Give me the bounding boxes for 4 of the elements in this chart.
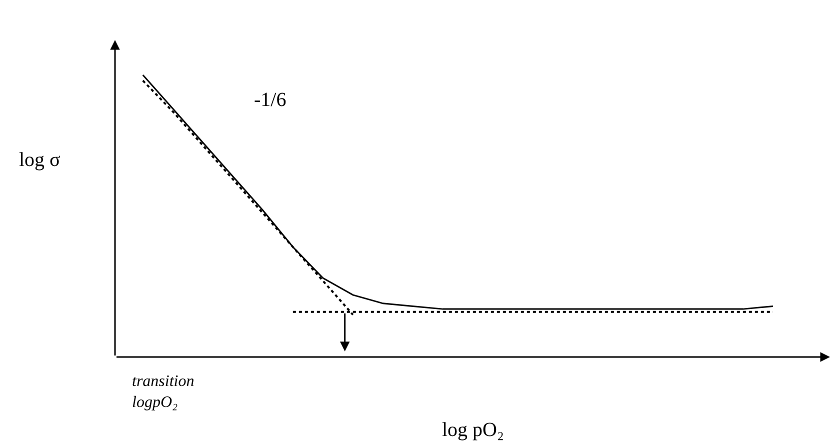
annotation: -1/6 [254, 89, 286, 111]
y-axis-title: log σ [19, 149, 61, 171]
x-axis-title: log pO₂ [442, 419, 504, 441]
text: transition logpO₂ [132, 373, 194, 411]
